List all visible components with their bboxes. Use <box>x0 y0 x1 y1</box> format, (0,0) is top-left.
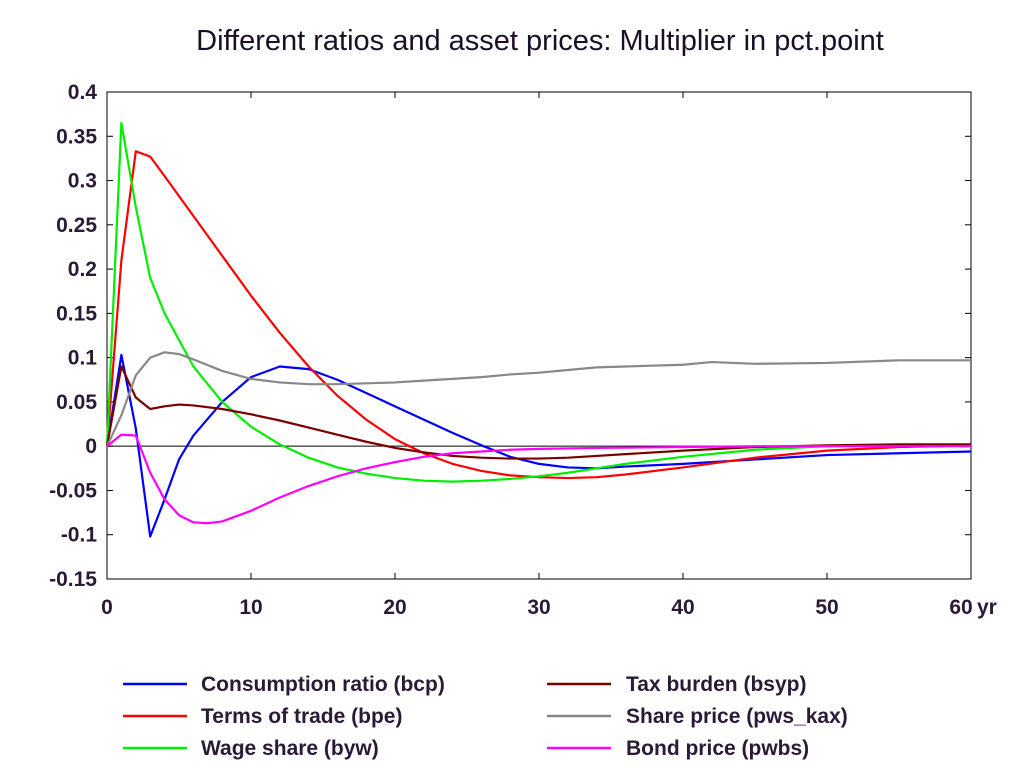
legend-label: Wage share (byw) <box>201 737 379 760</box>
y-tick-label: 0.35 <box>56 125 97 148</box>
y-tick-label: 0.4 <box>68 81 98 104</box>
series-line-3 <box>105 365 971 460</box>
y-tick-label: 0 <box>85 435 97 458</box>
x-tick-label: 10 <box>239 596 262 619</box>
x-tick-label: 30 <box>527 596 550 619</box>
chart-title: Different ratios and asset prices: Multi… <box>196 25 884 57</box>
series-line-5 <box>106 433 971 525</box>
y-tick-label: 0.1 <box>68 347 98 370</box>
series-line-2 <box>105 121 971 483</box>
y-tick-label: -0.15 <box>49 568 97 591</box>
x-unit-label: yr <box>977 596 997 619</box>
x-tick-label: 40 <box>671 596 694 619</box>
y-tick-label: 0.05 <box>56 391 97 414</box>
legend-label: Share price (pws_kax) <box>626 705 848 728</box>
legend-label: Terms of trade (bpe) <box>201 705 402 728</box>
y-tick-label: -0.05 <box>49 479 97 502</box>
y-tick-label: 0.15 <box>56 302 97 325</box>
x-tick-label: 50 <box>815 596 838 619</box>
plot-frame <box>106 91 972 580</box>
y-tick-label: -0.1 <box>61 524 98 547</box>
series-lines <box>105 121 972 538</box>
y-tick-label: 0.3 <box>68 170 97 193</box>
legend-label: Consumption ratio (bcp) <box>201 673 445 696</box>
series-line-4 <box>106 351 971 447</box>
series-line-1 <box>105 150 972 480</box>
series-line-0 <box>105 353 972 538</box>
plot-border <box>106 91 972 580</box>
y-axis-ticks: 0.4 0.35 0.3 0.25 0.2 0.15 0.1 0.05 0 -0.05 -0.1 -0… <box>49 81 971 591</box>
y-tick-label: 0.25 <box>56 214 97 237</box>
x-tick-label: 0 <box>101 596 113 619</box>
legend-label: Bond price (pwbs) <box>626 737 809 760</box>
x-axis-ticks: 0 10 20 30 40 50 60 yr <box>101 92 997 619</box>
x-tick-label: 60 <box>949 596 972 619</box>
legend-label: Tax burden (bsyp) <box>626 673 806 696</box>
legend: Consumption ratio (bcp) Terms of trade (b… <box>123 673 848 760</box>
y-tick-label: 0.2 <box>68 258 97 281</box>
x-tick-label: 20 <box>383 596 406 619</box>
